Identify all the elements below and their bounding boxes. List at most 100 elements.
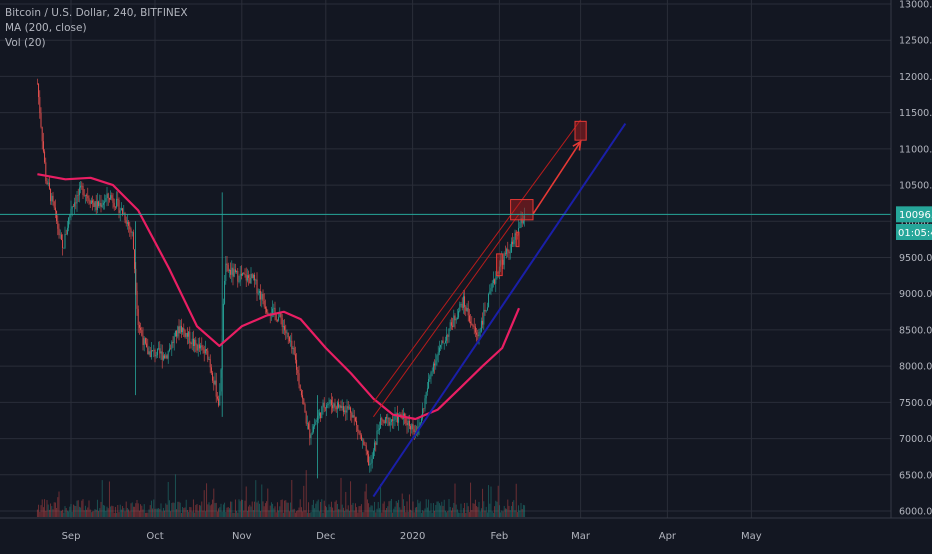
- volume-bar: [81, 500, 83, 517]
- volume-bar: [448, 499, 450, 517]
- volume-bar: [36, 509, 38, 517]
- candle-body: [448, 328, 450, 337]
- candle-body: [477, 334, 479, 337]
- candle-body: [178, 326, 180, 334]
- candle-body: [278, 317, 280, 321]
- volume-bar: [489, 503, 491, 517]
- volume-bar: [342, 507, 344, 517]
- candle-body: [82, 186, 84, 195]
- volume-bar: [336, 503, 338, 517]
- candle-body: [123, 213, 125, 214]
- candle-body: [262, 294, 264, 302]
- projection-arrow: [532, 141, 582, 215]
- volume-bar: [227, 507, 229, 517]
- volume-bar: [69, 506, 71, 517]
- volume-bar: [161, 511, 163, 517]
- candle-body: [294, 354, 296, 360]
- volume-bar: [173, 502, 175, 517]
- candle-body: [237, 270, 239, 282]
- candle-body: [88, 198, 90, 202]
- volume-bar: [306, 512, 308, 517]
- candle-body: [299, 384, 301, 391]
- volume-bar: [466, 502, 468, 517]
- candle-body: [203, 349, 205, 354]
- symbol-title[interactable]: Bitcoin / U.S. Dollar, 240, BITFINEX: [5, 7, 188, 19]
- volume-bar: [285, 500, 287, 517]
- vol-legend[interactable]: Vol (20): [5, 37, 46, 49]
- candle-body: [490, 288, 492, 292]
- candle-body: [238, 281, 240, 283]
- volume-bar: [323, 500, 325, 517]
- candle-body: [209, 359, 211, 368]
- candle-body: [62, 239, 64, 248]
- volume-bar: [300, 507, 302, 517]
- candle-body: [474, 326, 476, 333]
- volume-bar: [204, 511, 206, 517]
- volume-bar: [239, 501, 241, 517]
- candle-body: [136, 291, 138, 309]
- candle-body: [95, 201, 97, 210]
- volume-bar: [112, 506, 114, 517]
- chart-legend: Bitcoin / U.S. Dollar, 240, BITFINEX MA …: [5, 6, 188, 51]
- candle-body: [467, 307, 469, 316]
- candle-body: [194, 339, 196, 346]
- volume-bar: [202, 510, 204, 517]
- candle-body: [101, 204, 103, 208]
- volume-bar: [462, 508, 464, 517]
- candle-body: [440, 344, 442, 348]
- candle-body: [354, 417, 356, 421]
- volume-bar: [428, 499, 430, 517]
- candle-body: [498, 266, 500, 274]
- candle-body: [164, 355, 166, 358]
- volume-bar: [431, 512, 433, 517]
- candle-body: [251, 274, 253, 278]
- volume-bar: [293, 508, 295, 517]
- candle-body: [137, 308, 139, 325]
- volume-bar: [232, 512, 234, 517]
- candle-body: [250, 274, 252, 284]
- candle-body: [69, 213, 71, 218]
- candle-body: [128, 222, 130, 226]
- candle-body: [167, 351, 169, 359]
- price-axis[interactable]: 6000.0 6500.0 7000.0 7500.0 8000.0 8500.0 9000…: [890, 0, 932, 518]
- candle-body: [158, 348, 160, 349]
- candle-body: [104, 201, 106, 204]
- volume-bar: [443, 499, 445, 517]
- candle-body: [465, 306, 467, 311]
- volume-bar: [57, 497, 59, 517]
- volume-bar: [136, 499, 138, 517]
- candle-body: [405, 416, 407, 424]
- ma-legend[interactable]: MA (200, close): [5, 22, 87, 34]
- volume-bar: [38, 504, 40, 517]
- volume-bar: [486, 512, 488, 517]
- volume-bar: [101, 480, 103, 517]
- channel-upper-line: [372, 119, 582, 403]
- volume-bar: [455, 504, 457, 517]
- candle-body: [60, 234, 62, 240]
- candle-body: [506, 248, 508, 255]
- volume-bar: [153, 499, 155, 517]
- price-tick-label: 13000.0: [899, 0, 932, 11]
- candle-body: [116, 198, 118, 208]
- price-tick-label: 8500.0: [899, 325, 932, 336]
- candle-body: [161, 351, 163, 360]
- volume-bar: [76, 500, 78, 517]
- volume-bar: [41, 499, 43, 517]
- volume-bar: [518, 505, 520, 517]
- candle-body: [68, 217, 70, 228]
- volume-bar: [458, 512, 460, 517]
- candle-body: [266, 308, 268, 313]
- time-axis[interactable]: Sep Oct Nov Dec 2020 Feb Mar Apr May: [0, 517, 932, 542]
- candle-body: [100, 202, 102, 208]
- candle-body: [226, 263, 228, 265]
- candle-body: [284, 326, 286, 331]
- volume-bar: [257, 500, 259, 517]
- candle-body: [98, 201, 100, 206]
- candle-body: [47, 182, 49, 185]
- volume-bar: [89, 509, 91, 517]
- volume-bar: [264, 503, 266, 517]
- volume-bar: [248, 506, 250, 517]
- volume-bar: [135, 503, 137, 517]
